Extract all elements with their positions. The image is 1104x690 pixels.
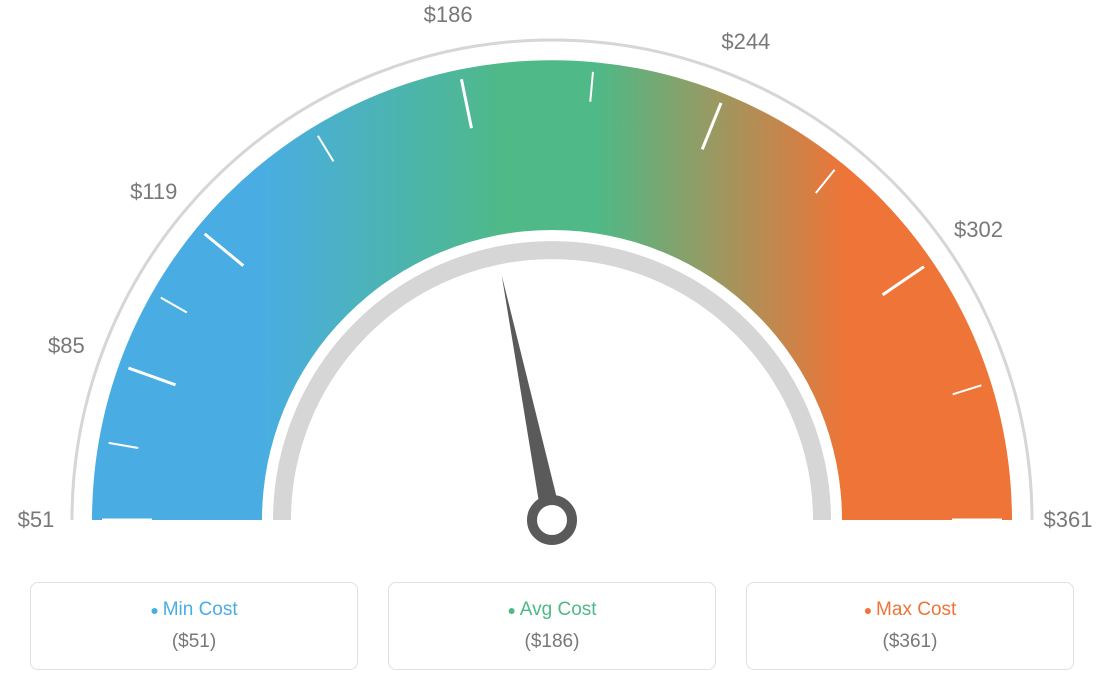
legend-avg-value: ($186) [399,631,705,653]
gauge-tick-label: $119 [130,179,177,205]
legend-min-value: ($51) [41,631,347,653]
gauge-tick-label: $51 [18,507,55,533]
gauge-tick-label: $244 [721,29,770,55]
legend-max-value: ($361) [757,631,1063,653]
gauge-area: $51 $85 $119 $186 $244 $302 $361 [0,0,1104,560]
gauge-svg [0,0,1104,560]
legend-row: Min Cost ($51) Avg Cost ($186) Max Cost … [0,582,1104,670]
legend-avg-title: Avg Cost [399,599,705,621]
gauge-tick-label: $186 [424,2,473,28]
legend-avg-box: Avg Cost ($186) [388,582,716,670]
legend-min-box: Min Cost ($51) [30,582,358,670]
gauge-tick-label: $302 [954,217,1003,243]
gauge-tick-label: $361 [1044,507,1093,533]
legend-max-title: Max Cost [757,599,1063,621]
gauge-chart-container: $51 $85 $119 $186 $244 $302 $361 Min Cost ($51… [0,0,1104,690]
legend-max-box: Max Cost ($361) [746,582,1074,670]
legend-min-title: Min Cost [41,599,347,621]
gauge-tick-label: $85 [48,333,85,359]
